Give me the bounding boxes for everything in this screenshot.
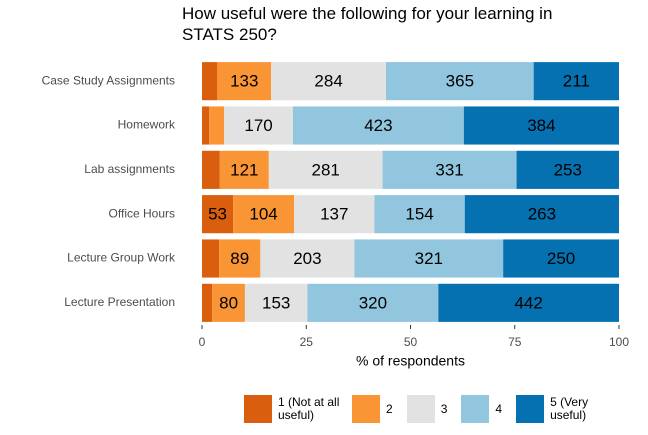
bar-segment: [202, 62, 218, 101]
data-label: 442: [514, 293, 542, 312]
data-label: 133: [230, 72, 258, 91]
data-label: 53: [208, 205, 227, 224]
y-tick-label: Case Study Assignments: [42, 73, 175, 87]
bar-segment: [202, 106, 210, 145]
data-label: 331: [435, 160, 463, 179]
bar-segment: [503, 239, 619, 278]
legend-swatch: [461, 395, 490, 423]
bar-segment: [271, 62, 387, 101]
legend-swatch: [516, 395, 545, 423]
bar-segment: [307, 283, 439, 322]
data-label: 153: [262, 293, 290, 312]
data-label: 384: [527, 116, 555, 135]
data-label: 284: [314, 72, 342, 91]
legend-label: 4: [495, 401, 503, 416]
data-label: 121: [230, 160, 258, 179]
legend: 1 (Not at all useful) 2 3 4 5 (Very useful): [244, 395, 612, 423]
x-tick-label: 50: [404, 335, 418, 349]
chart-title: How useful were the following for your l…: [182, 4, 553, 44]
chart: 0 25 50 75 100 % of respondents Case Study Ass…: [42, 62, 629, 369]
data-label: 89: [230, 249, 249, 268]
legend-swatch: [352, 395, 380, 423]
legend-swatch: [406, 395, 435, 423]
bar-segment: [212, 283, 245, 322]
data-label: 203: [293, 249, 321, 268]
data-label: 321: [415, 249, 443, 268]
data-label: 320: [359, 293, 387, 312]
data-label: 154: [405, 205, 433, 224]
bar-segment: [219, 239, 261, 278]
data-label: 80: [219, 293, 238, 312]
legend-item: 2: [352, 395, 393, 423]
legend-label: 3: [440, 401, 448, 416]
bar-segment: [217, 62, 272, 101]
legend-item: 3: [406, 395, 448, 423]
bar-segment: [516, 150, 619, 189]
data-label: 263: [528, 205, 556, 224]
bar-segment: [202, 239, 220, 278]
bar-segment: [294, 195, 375, 234]
x-tick-label: 25: [300, 335, 314, 349]
legend-item: 4: [461, 395, 502, 423]
bar-segment: [202, 150, 220, 189]
data-label: 281: [311, 160, 339, 179]
bar-segment: [463, 106, 619, 145]
data-label: 365: [446, 72, 474, 91]
x-tick-label: 100: [609, 335, 629, 349]
bar-segment: [533, 62, 619, 101]
legend-label: 2: [386, 401, 393, 416]
x-tick-label: 0: [199, 335, 206, 349]
bar-segment: [292, 106, 464, 145]
y-tick-label: Lecture Presentation: [64, 295, 175, 309]
bar-segment: [268, 150, 383, 189]
legend-item: 1 (Not at all useful): [244, 395, 342, 423]
bar-segment: [202, 195, 234, 234]
data-label: 211: [563, 72, 590, 91]
bar-segment: [224, 106, 293, 145]
bar-segment: [260, 239, 355, 278]
bar-segment: [386, 62, 534, 101]
bar-segment: [219, 150, 269, 189]
y-tick-label: Office Hours: [109, 206, 175, 220]
data-label: 104: [249, 205, 277, 224]
x-tick-label: 75: [508, 335, 522, 349]
bar-segment: [202, 283, 213, 322]
data-label: 137: [320, 205, 348, 224]
y-tick-label: Lab assignments: [84, 162, 175, 176]
data-label: 253: [554, 160, 582, 179]
y-tick-label: Homework: [118, 118, 176, 132]
bar-segment: [209, 106, 225, 145]
bar-segment: [244, 283, 308, 322]
data-label: 250: [547, 249, 575, 268]
bar-segment: [464, 195, 619, 234]
legend-label: 1 (Not at all useful): [278, 395, 340, 422]
legend-label: 5 (Very useful): [550, 395, 589, 422]
bar-segment: [374, 195, 465, 234]
legend-swatch: [244, 395, 272, 423]
data-label: 170: [244, 116, 272, 135]
bar-segment: [233, 195, 295, 234]
x-axis-label: % of respondents: [356, 353, 465, 369]
bar-segment: [438, 283, 619, 322]
legend-item: 5 (Very useful): [516, 395, 602, 423]
y-tick-label: Lecture Group Work: [67, 251, 176, 265]
data-label: 423: [364, 116, 392, 135]
bar-segment: [382, 150, 517, 189]
bar-segment: [354, 239, 504, 278]
